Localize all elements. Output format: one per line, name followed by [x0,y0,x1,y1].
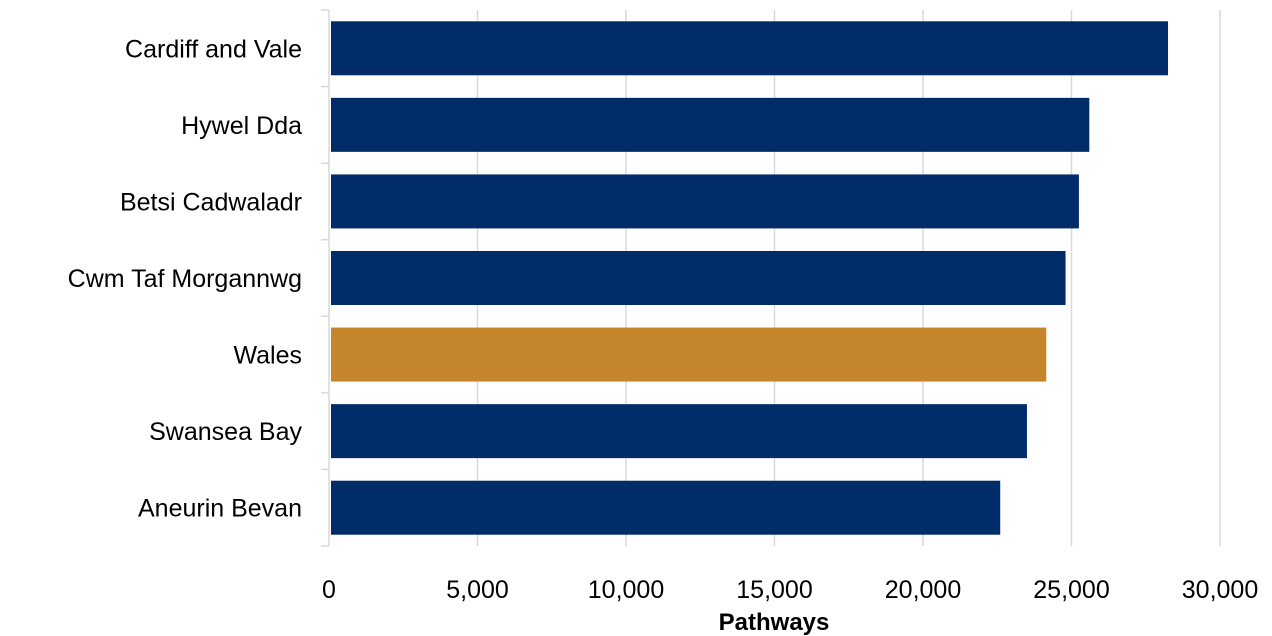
bar [331,480,1001,535]
x-tick-label: 5,000 [446,576,509,604]
y-category-label: Cardiff and Vale [125,35,302,63]
x-tick-label: 25,000 [1033,576,1109,604]
x-tick-label: 0 [322,576,336,604]
y-category-label: Swansea Bay [149,418,302,446]
bar [331,251,1066,305]
bar [331,404,1027,459]
bar [331,327,1047,382]
bar [331,174,1079,229]
bar [331,97,1090,152]
x-tick-label: 20,000 [885,576,961,604]
bars [331,21,1169,535]
y-category-label: Betsi Cadwaladr [120,188,302,216]
y-category-label: Cwm Taf Morgannwg [68,265,302,293]
x-tick-label: 15,000 [736,576,812,604]
axes [321,9,330,547]
y-category-label: Aneurin Bevan [138,495,302,523]
x-tick-label: 10,000 [588,576,664,604]
y-category-label: Hywel Dda [181,112,302,140]
y-category-label: Wales [233,342,302,370]
bar [331,21,1169,76]
x-axis-title: Pathways [719,609,830,636]
x-tick-label: 30,000 [1182,576,1258,604]
labels: 0 5,000 10,000 15,000 20,000 25,000 30,000 Card… [68,35,1259,604]
